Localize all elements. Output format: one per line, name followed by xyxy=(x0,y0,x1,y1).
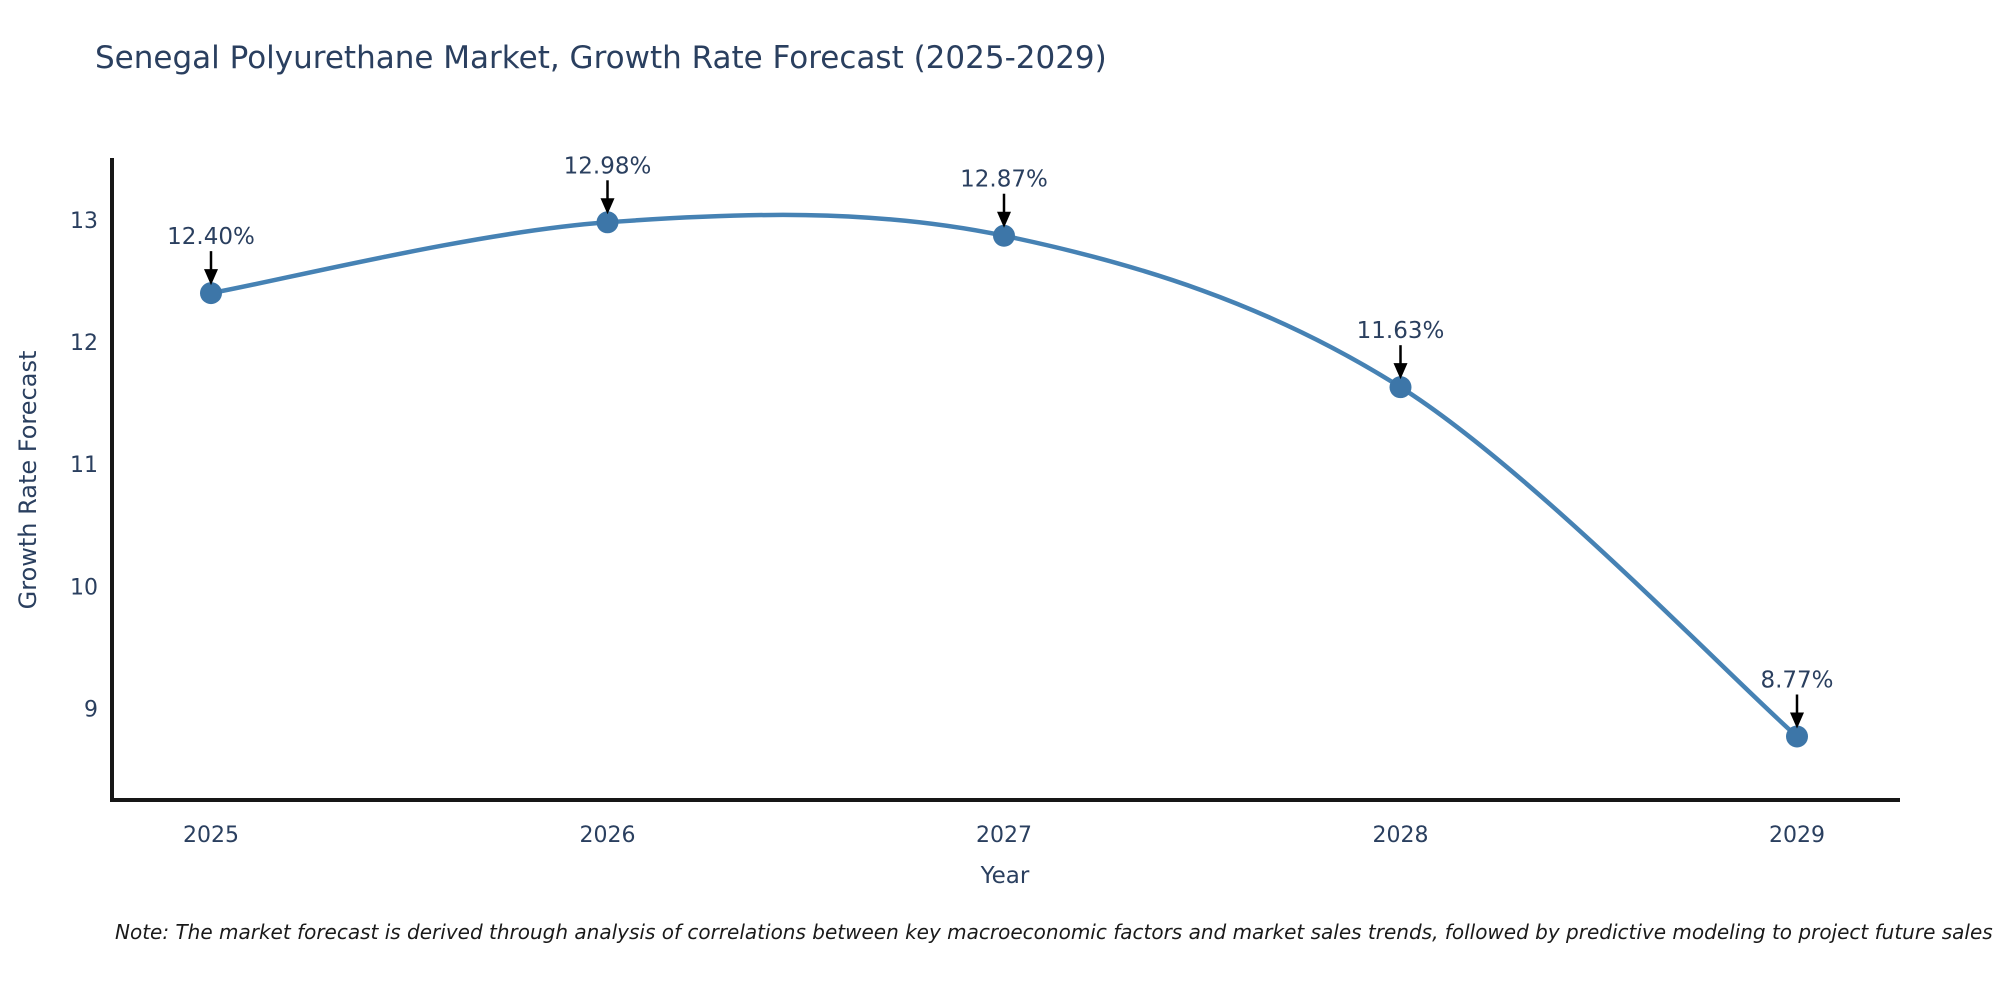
x-tick-label: 2026 xyxy=(580,823,636,848)
annotation-arrowhead xyxy=(204,269,218,286)
x-tick-label: 2025 xyxy=(183,823,239,848)
x-tick-label: 2028 xyxy=(1373,823,1429,848)
point-annotation: 12.87% xyxy=(960,167,1048,228)
point-annotation: 8.77% xyxy=(1760,667,1834,729)
y-tick-label: 13 xyxy=(70,209,98,234)
point-annotation: 12.98% xyxy=(564,153,652,215)
point-annotation: 11.63% xyxy=(1357,318,1445,380)
data-point-marker[interactable] xyxy=(596,211,619,234)
annotation-arrowhead xyxy=(997,211,1011,228)
data-point-marker[interactable] xyxy=(993,224,1015,247)
y-tick-label: 10 xyxy=(70,575,98,600)
data-point-marker[interactable] xyxy=(1389,376,1412,399)
point-annotation-label: 12.98% xyxy=(564,153,652,179)
point-annotation-label: 8.77% xyxy=(1760,667,1833,693)
annotation-arrowhead xyxy=(1393,363,1408,380)
chart-title: Senegal Polyurethane Market, Growth Rate… xyxy=(95,40,1107,76)
data-point-marker[interactable] xyxy=(200,282,222,305)
x-tick-label: 2027 xyxy=(976,823,1032,848)
point-annotation-label: 12.40% xyxy=(167,224,255,250)
annotation-arrowhead xyxy=(1790,712,1804,729)
y-tick-label: 9 xyxy=(84,697,98,722)
point-annotation-label: 11.63% xyxy=(1357,318,1445,344)
annotation-arrowhead xyxy=(600,198,615,215)
point-annotation-label: 12.87% xyxy=(960,167,1048,193)
data-point-marker[interactable] xyxy=(1786,725,1808,748)
y-tick-label: 12 xyxy=(70,331,98,356)
x-tick-label: 2029 xyxy=(1769,823,1825,848)
y-tick-label: 11 xyxy=(70,453,98,478)
x-axis-title: Year xyxy=(980,863,1030,889)
forecast-line xyxy=(208,212,1800,739)
point-annotation: 12.40% xyxy=(167,224,255,286)
footnote-text: Note: The market forecast is derived thr… xyxy=(115,920,1993,944)
